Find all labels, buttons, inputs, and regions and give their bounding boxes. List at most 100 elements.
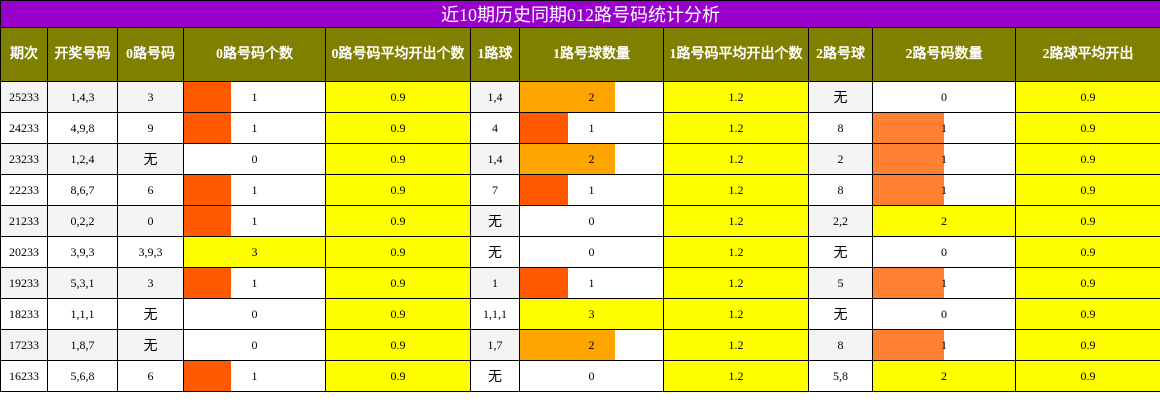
count-cell: 2	[872, 360, 1016, 392]
cell: 20233	[0, 236, 48, 268]
count-value: 1	[251, 275, 258, 290]
table-row: 25233 1,4,3 3 1 0.9 1,4 2 1.2 无 0 0.9	[0, 81, 1160, 113]
cell: 24233	[0, 112, 48, 144]
count-bar	[184, 113, 231, 143]
table-row: 17233 1,8,7 无 0 0.9 1,7 2 1.2 8 1 0.9	[0, 329, 1160, 361]
cell: 无	[808, 81, 873, 113]
count-cell: 1	[183, 174, 326, 206]
cell: 4,9,8	[47, 112, 118, 144]
average-cell: 1.2	[663, 205, 809, 237]
count-value: 2	[588, 151, 595, 166]
count-cell: 0	[183, 298, 326, 330]
column-header: 0路号码平均开出个数	[325, 27, 471, 82]
average-cell: 1.2	[663, 112, 809, 144]
count-cell: 0	[183, 143, 326, 175]
count-value: 1	[251, 182, 258, 197]
count-value: 2	[588, 337, 595, 352]
count-value: 1	[941, 120, 947, 135]
average-cell: 1.2	[663, 360, 809, 392]
count-bar	[184, 82, 231, 112]
count-cell: 0	[519, 236, 664, 268]
average-cell: 0.9	[325, 360, 471, 392]
cell: 无	[117, 143, 184, 175]
cell: 无	[117, 329, 184, 361]
count-value: 2	[941, 368, 947, 383]
average-cell: 0.9	[325, 143, 471, 175]
average-cell: 0.9	[1014, 236, 1160, 268]
count-bar	[184, 268, 231, 298]
cell: 1,1,1	[470, 298, 520, 330]
cell: 21233	[0, 205, 48, 237]
count-cell: 1	[872, 267, 1016, 299]
cell: 16233	[0, 360, 48, 392]
count-value: 1	[251, 89, 258, 104]
column-header: 1路号球数量	[519, 27, 664, 82]
cell: 无	[470, 205, 520, 237]
cell: 5,8	[808, 360, 873, 392]
count-cell: 1	[872, 112, 1016, 144]
cell: 5	[808, 267, 873, 299]
count-bar	[873, 113, 944, 143]
count-cell: 0	[872, 81, 1016, 113]
count-cell: 3	[183, 236, 326, 268]
count-cell: 1	[872, 329, 1016, 361]
count-bar	[184, 237, 325, 267]
table-row: 16233 5,6,8 6 1 0.9 无 0 1.2 5,8 2 0.9	[0, 360, 1160, 392]
cell: 2,2	[808, 205, 873, 237]
count-value: 2	[588, 89, 595, 104]
count-value: 0	[251, 151, 258, 166]
count-bar	[184, 361, 231, 391]
count-value: 3	[251, 244, 258, 259]
cell: 0	[117, 205, 184, 237]
count-cell: 3	[519, 298, 664, 330]
cell: 23233	[0, 143, 48, 175]
count-value: 1	[251, 213, 258, 228]
table-title: 近10期历史同期012路号码统计分析	[0, 0, 1160, 28]
column-header: 0路号码个数	[183, 27, 326, 82]
column-header: 2路号球	[808, 27, 873, 82]
cell: 无	[808, 298, 873, 330]
average-cell: 0.9	[325, 329, 471, 361]
count-value: 0	[941, 306, 947, 321]
count-bar	[873, 330, 944, 360]
count-value: 0	[588, 368, 595, 383]
average-cell: 0.9	[325, 267, 471, 299]
cell: 25233	[0, 81, 48, 113]
cell: 0,2,2	[47, 205, 118, 237]
count-value: 1	[251, 120, 258, 135]
count-bar	[184, 175, 231, 205]
table-row: 21233 0,2,2 0 1 0.9 无 0 1.2 2,2 2 0.9	[0, 205, 1160, 237]
count-bar	[873, 144, 944, 174]
cell: 无	[117, 298, 184, 330]
count-bar	[520, 268, 568, 298]
cell: 1	[470, 267, 520, 299]
cell: 无	[470, 360, 520, 392]
average-cell: 0.9	[1014, 329, 1160, 361]
cell: 3	[117, 81, 184, 113]
average-cell: 0.9	[1014, 267, 1160, 299]
column-header: 2路球平均开出	[1014, 27, 1160, 82]
count-cell: 0	[872, 298, 1016, 330]
cell: 1,2,4	[47, 143, 118, 175]
table-row: 18233 1,1,1 无 0 0.9 1,1,1 3 1.2 无 0 0.9	[0, 298, 1160, 330]
count-bar	[520, 113, 568, 143]
average-cell: 0.9	[325, 298, 471, 330]
count-cell: 0	[519, 205, 664, 237]
cell: 1,4	[470, 81, 520, 113]
count-bar	[520, 82, 616, 112]
cell: 8	[808, 112, 873, 144]
count-value: 1	[251, 368, 258, 383]
cell: 4	[470, 112, 520, 144]
count-bar	[873, 206, 1015, 236]
table-row: 23233 1,2,4 无 0 0.9 1,4 2 1.2 2 1 0.9	[0, 143, 1160, 175]
count-cell: 1	[519, 267, 664, 299]
stats-table: 近10期历史同期012路号码统计分析 期次 开奖号码 0路号码 0路号码个数 0路号码平…	[0, 0, 1160, 392]
count-value: 1	[588, 275, 595, 290]
cell: 无	[470, 236, 520, 268]
column-header: 2路号码数量	[872, 27, 1016, 82]
average-cell: 0.9	[1014, 205, 1160, 237]
average-cell: 0.9	[1014, 174, 1160, 206]
average-cell: 0.9	[325, 81, 471, 113]
cell: 3,9,3	[47, 236, 118, 268]
count-cell: 1	[183, 112, 326, 144]
